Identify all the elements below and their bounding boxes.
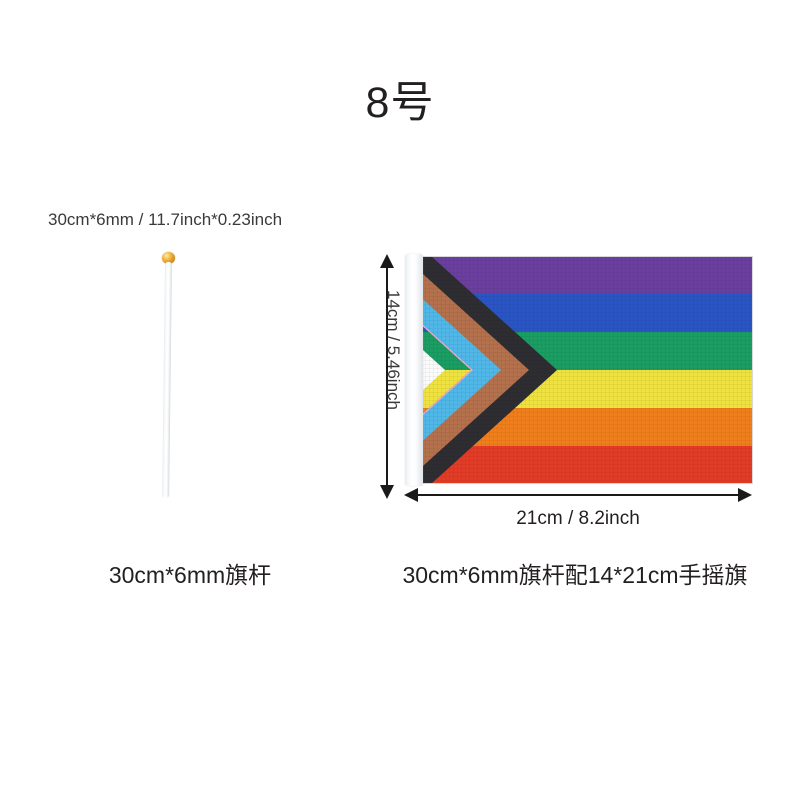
pole-spec-label: 30cm*6mm / 11.7inch*0.23inch bbox=[48, 210, 283, 229]
flag-caption: 30cm*6mm旗杆配14*21cm手摇旗 bbox=[402, 562, 748, 588]
arrow-head-right-icon bbox=[738, 488, 752, 502]
flag-height-label: 14cm / 5.46inch bbox=[384, 289, 403, 410]
pole-shaft bbox=[162, 261, 172, 499]
dimension-line-vertical bbox=[386, 260, 388, 493]
flag-svg bbox=[405, 256, 753, 484]
flag-product-image: 14cm / 5.46inch bbox=[360, 240, 780, 529]
page-title: 8号 bbox=[365, 79, 435, 127]
flag-width-label: 21cm / 8.2inch bbox=[516, 508, 640, 529]
flag-pole-image bbox=[150, 252, 190, 499]
dimension-line-horizontal bbox=[410, 494, 746, 496]
flag-pole-sleeve bbox=[405, 254, 423, 486]
width-dimension-arrow bbox=[404, 488, 752, 502]
pole-finial-ball bbox=[162, 252, 175, 264]
pole-caption: 30cm*6mm旗杆 bbox=[108, 562, 272, 588]
arrow-head-down-icon bbox=[380, 485, 394, 499]
progress-pride-flag bbox=[405, 256, 753, 484]
height-dimension-arrow bbox=[380, 254, 394, 499]
